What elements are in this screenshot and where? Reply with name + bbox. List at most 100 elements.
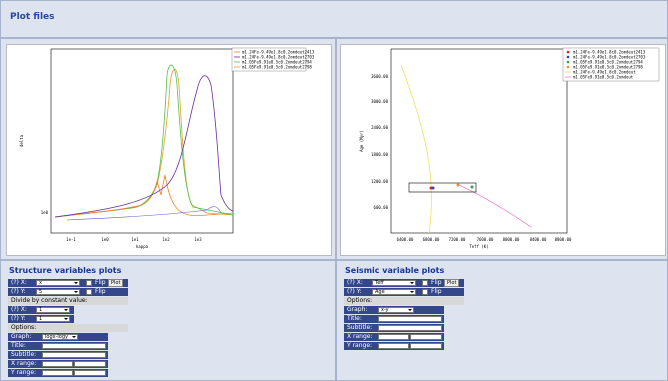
legend-label: m1.24Fe-9.49e1.8c0.2omdeut2413 bbox=[573, 49, 646, 54]
x-tick-label: 8400.00 bbox=[530, 237, 547, 242]
x-tick-label: 8000.00 bbox=[503, 237, 520, 242]
row-label: (?) Y: bbox=[11, 315, 26, 322]
x-row: (?) X: x Flip Plot bbox=[8, 279, 128, 287]
x-tick-label: 1e-1 bbox=[66, 237, 76, 242]
title-input[interactable] bbox=[378, 316, 442, 322]
divide-row: Divide by constant value: bbox=[8, 297, 128, 305]
y-tick-label: 3000.00 bbox=[371, 99, 388, 104]
row-label: X range: bbox=[347, 333, 373, 340]
legend-swatch bbox=[566, 55, 570, 59]
title-input[interactable] bbox=[42, 343, 106, 349]
x-tick-label: 1e1 bbox=[131, 237, 139, 242]
x-tick-label: 7600.00 bbox=[477, 237, 494, 242]
row-label: Y range: bbox=[347, 342, 373, 349]
div-y-select[interactable]: 1 bbox=[36, 316, 70, 322]
row-label: Graph: bbox=[347, 306, 368, 313]
header-title: Plot files bbox=[10, 12, 55, 22]
form-title: Seismic variable plots bbox=[345, 266, 445, 275]
legend-box bbox=[562, 47, 660, 82]
row-label: Subtitle: bbox=[347, 324, 373, 331]
x-tick-label: 6400.00 bbox=[397, 237, 414, 242]
flip-x-label: Flip bbox=[95, 279, 106, 286]
title-row: Title: bbox=[8, 342, 108, 350]
legend-swatch bbox=[566, 50, 570, 54]
x-tick-label: 8800.00 bbox=[555, 237, 572, 242]
x-max-input[interactable] bbox=[410, 334, 442, 340]
y-tick-label: 1e0 bbox=[41, 210, 49, 215]
legend-label: m1.05Fe9.91e0.5c0.2omdeut2794 bbox=[242, 59, 312, 64]
legend-swatch bbox=[566, 60, 570, 64]
x-tick-label: 1e2 bbox=[162, 237, 170, 242]
y-axis-label: Age (Myr) bbox=[359, 130, 364, 152]
x-max-input[interactable] bbox=[74, 361, 106, 367]
flip-y-checkbox[interactable] bbox=[86, 289, 92, 295]
row-label: Y range: bbox=[11, 369, 37, 376]
row-label: (?) X: bbox=[11, 279, 27, 286]
plot-button[interactable]: Plot bbox=[108, 279, 124, 287]
div-x-select[interactable]: 1 bbox=[36, 307, 70, 313]
title-row: Title: bbox=[344, 315, 444, 323]
legend-label: m1.24Fe-9.49e1.8c0.2omdeut2413 bbox=[242, 49, 315, 54]
x-tick-label: 7200.00 bbox=[449, 237, 466, 242]
x-tick-label: 1e0 bbox=[101, 237, 109, 242]
row-label: Divide by constant value: bbox=[11, 297, 88, 304]
legend-label: m1.24Fe-9.49e1.8c0.2omdeut bbox=[573, 69, 636, 74]
y-tick-label: 3600.00 bbox=[371, 74, 388, 79]
row-label: X range: bbox=[11, 360, 37, 367]
legend-label: m1.05Fe9.91e0.5c0.2omdeut2798 bbox=[242, 64, 312, 69]
x-axis-label: kappa bbox=[136, 244, 149, 249]
row-label: Options: bbox=[11, 324, 37, 331]
flip-y-checkbox[interactable] bbox=[422, 289, 428, 295]
y-tick-label: 1800.00 bbox=[371, 152, 388, 157]
legend-swatch bbox=[566, 65, 570, 69]
subtitle-row: Subtitle: bbox=[344, 324, 444, 332]
x-tick-label: 6800.00 bbox=[423, 237, 440, 242]
right-plot: 6400.00 6800.00 7200.00 7600.00 8000.00 8400.… bbox=[340, 44, 666, 256]
y-min-input[interactable] bbox=[42, 370, 73, 376]
legend-box bbox=[231, 47, 307, 72]
left-plot: 1e-1 1e0 1e1 1e2 1e3 1e0 kappa delta m1.24Fe-9.4… bbox=[6, 44, 332, 256]
flip-x-checkbox[interactable] bbox=[86, 280, 92, 286]
graph-select[interactable]: logx-logy bbox=[42, 334, 78, 340]
y-max-input[interactable] bbox=[410, 343, 442, 349]
x-row: (?) X: Teff Flip Plot bbox=[344, 279, 464, 287]
flip-x-checkbox[interactable] bbox=[422, 280, 428, 286]
subtitle-input[interactable] bbox=[378, 325, 442, 331]
x-min-input[interactable] bbox=[378, 334, 409, 340]
flip-x-label: Flip bbox=[431, 279, 442, 286]
flip-y-label: Flip bbox=[95, 288, 106, 295]
x-min-input[interactable] bbox=[42, 361, 73, 367]
row-label: (?) Y: bbox=[347, 288, 362, 295]
options-row: Options: bbox=[344, 297, 464, 305]
subtitle-input[interactable] bbox=[42, 352, 106, 358]
div-y-row: (?) Y: 1 bbox=[8, 315, 74, 323]
x-select[interactable]: Teff bbox=[372, 280, 416, 286]
graph-row: Graph: logx-logy bbox=[8, 333, 108, 341]
subtitle-row: Subtitle: bbox=[8, 351, 108, 359]
row-label: Title: bbox=[11, 342, 26, 349]
graph-select[interactable]: x-y bbox=[378, 307, 414, 313]
legend-label: m1.24Fe-9.49e1.8c0.2omdeut2703 bbox=[573, 54, 646, 59]
plot-button[interactable]: Plot bbox=[444, 279, 460, 287]
flip-y-label: Flip bbox=[431, 288, 442, 295]
y-row: (?) Y: Age Flip bbox=[344, 288, 464, 296]
y-min-input[interactable] bbox=[378, 343, 409, 349]
y-max-input[interactable] bbox=[74, 370, 106, 376]
legend-label: m1.05Fe9.91e0.5c0.2omdeut2794 bbox=[573, 59, 643, 64]
legend-label: m1.24Fe-9.49e1.8c0.2omdeut2703 bbox=[242, 54, 315, 59]
y-row: (?) Y: 5 Flip bbox=[8, 288, 128, 296]
row-label: Graph: bbox=[11, 333, 32, 340]
row-label: (?) Y: bbox=[11, 288, 26, 295]
legend-label: m1.05Fe9.91e0.5c0.2omdeut bbox=[573, 74, 634, 79]
y-select[interactable]: Age bbox=[372, 289, 416, 295]
row-label: Options: bbox=[347, 297, 373, 304]
x-select[interactable]: x bbox=[36, 280, 80, 286]
y-tick-label: 600.00 bbox=[374, 205, 389, 210]
y-tick-label: 1200.00 bbox=[371, 179, 388, 184]
x-range-row: X range: bbox=[344, 333, 444, 341]
form-title: Structure variables plots bbox=[9, 266, 122, 275]
y-select[interactable]: 5 bbox=[36, 289, 80, 295]
header: Plot files bbox=[0, 0, 668, 38]
x-axis-label: Teff (K) bbox=[469, 244, 488, 249]
